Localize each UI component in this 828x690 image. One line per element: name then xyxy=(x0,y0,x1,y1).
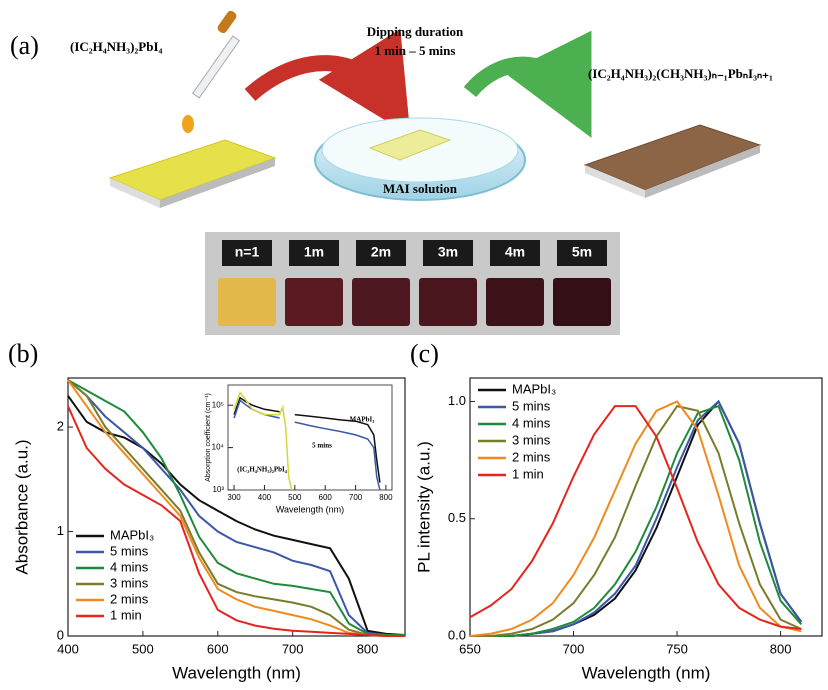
x-tick-label: 400 xyxy=(57,641,79,656)
annotation: (IC₂H₄NH₃)₂PbI₄ xyxy=(237,466,288,474)
x-tick-label: 500 xyxy=(288,493,302,502)
x-tick-label: 800 xyxy=(379,493,393,502)
annotation: 5 mins xyxy=(312,442,332,450)
x-tick-label: 600 xyxy=(319,493,333,502)
dipping-range: 1 min – 5 mins xyxy=(375,43,456,58)
figure: (a) (IC₂H₄NH₃)₂PbI₄ Dipping duration 1 m… xyxy=(0,0,828,690)
panel-label: (c) xyxy=(410,339,439,368)
x-tick-label: 750 xyxy=(666,641,688,656)
arrow xyxy=(470,65,570,95)
sample xyxy=(553,278,611,326)
x-tick-label: 500 xyxy=(132,641,154,656)
legend-label: MAPbI₃ xyxy=(512,381,556,396)
sample xyxy=(352,278,410,326)
precursor-label: (IC₂H₄NH₃)₂PbI₄ xyxy=(70,39,163,54)
sample-label: 1m xyxy=(304,244,324,260)
y-axis-label: Absorbance (a.u.) xyxy=(12,439,31,574)
plot-frame xyxy=(228,385,392,490)
sample-label: 4m xyxy=(505,244,525,260)
y-tick-label: 1 xyxy=(57,523,64,538)
x-tick-label: 700 xyxy=(563,641,585,656)
y-tick-label: 0.0 xyxy=(448,627,466,642)
sample xyxy=(285,278,343,326)
brown-film xyxy=(585,125,760,198)
x-tick-label: 300 xyxy=(227,493,241,502)
x-axis-label: Wavelength (nm) xyxy=(276,504,344,514)
y-tick-label: 1.0 xyxy=(448,393,466,408)
x-axis-label: Wavelength (nm) xyxy=(172,663,301,682)
dipping-title: Dipping duration xyxy=(367,24,464,39)
y-axis-label: PL intensity (a.u.) xyxy=(414,441,433,573)
y-tick-label: 0.5 xyxy=(448,510,466,525)
y-tick-label: 10³ xyxy=(212,485,224,494)
x-axis-label: Wavelength (nm) xyxy=(582,663,711,682)
sample-label: 3m xyxy=(438,244,458,260)
legend-label: MAPbI₃ xyxy=(110,527,154,542)
panel-label: (b) xyxy=(8,339,38,368)
panel-label: (a) xyxy=(10,31,39,60)
y-tick-label: 2 xyxy=(57,419,64,434)
x-tick-label: 600 xyxy=(207,641,229,656)
solution-label: MAI solution xyxy=(383,181,458,196)
legend-label: 3 mins xyxy=(512,432,551,447)
sample-label: 5m xyxy=(572,244,592,260)
y-axis-label: Absorption coefficient (cm⁻¹) xyxy=(205,393,212,482)
sample-label: n=1 xyxy=(235,244,260,260)
legend-label: 4 mins xyxy=(512,415,551,430)
legend-label: 3 mins xyxy=(110,575,149,590)
product-label: (IC₂H₄NH₃)₂(CH₃NH₃)ₙ₋₁PbₙI₃ₙ₊₁ xyxy=(588,66,773,81)
x-tick-label: 650 xyxy=(459,641,481,656)
pipette xyxy=(182,9,239,133)
sample-label: 2m xyxy=(371,244,391,260)
legend-label: 1 min xyxy=(110,607,142,622)
y-tick-label: 10⁵ xyxy=(212,400,224,409)
legend-label: 5 mins xyxy=(512,398,551,413)
yellow-film xyxy=(110,140,275,208)
legend-label: 4 mins xyxy=(110,559,149,574)
annotation: MAPbI₃ xyxy=(350,416,375,424)
sample xyxy=(486,278,544,326)
x-tick-label: 700 xyxy=(349,493,363,502)
x-tick-label: 800 xyxy=(770,641,792,656)
y-tick-label: 0 xyxy=(57,627,64,642)
x-tick-label: 400 xyxy=(258,493,272,502)
arrow xyxy=(250,63,385,95)
legend-label: 1 min xyxy=(512,466,544,481)
x-tick-label: 800 xyxy=(357,641,379,656)
legend-label: 5 mins xyxy=(110,543,149,558)
x-tick-label: 700 xyxy=(282,641,304,656)
legend-label: 2 mins xyxy=(512,449,551,464)
y-tick-label: 10⁴ xyxy=(212,443,225,452)
sample xyxy=(419,278,477,326)
sample xyxy=(218,278,276,326)
legend-label: 2 mins xyxy=(110,591,149,606)
